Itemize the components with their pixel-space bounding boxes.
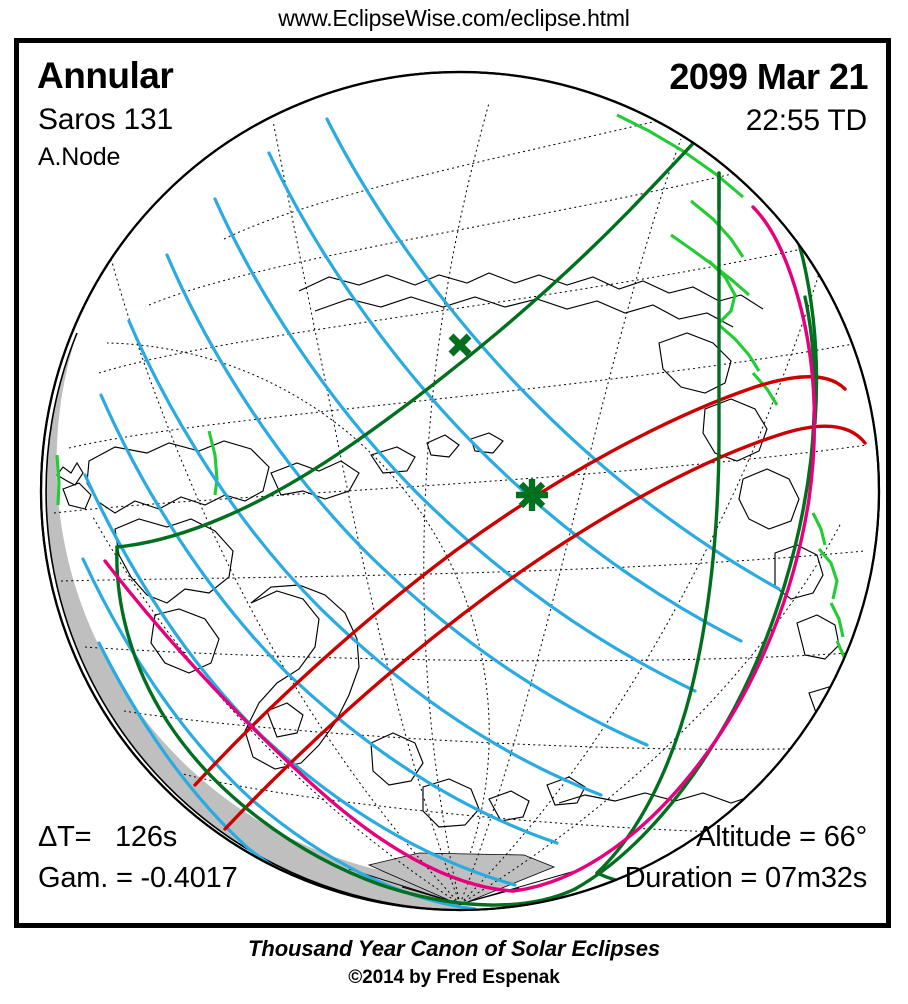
time-curve [213,197,697,693]
northern-penumbral-limit [115,99,733,549]
altitude-label: Altitude = 66° [696,821,867,853]
greatest-eclipse-marker [448,333,472,357]
night-band-outer-edge [45,332,461,910]
sunrise-sunset-group [103,205,817,893]
penumbral-limit-south [223,424,867,831]
coastline-highlight-group [55,113,849,740]
saros-label: Saros 131 [38,103,173,136]
eclipse-map-frame: Annular Saros 131 A.Node 2099 Mar 21 22:… [14,38,891,928]
time-curve [325,117,781,591]
publication-title: Thousand Year Canon of Solar Eclipses [248,936,660,961]
eclipse-type-label: Annular [37,55,174,96]
globe-outline [39,70,881,912]
duration-label: Duration = 07m32s [624,862,868,894]
sunrise-curve-east [511,205,817,893]
eclipse-time-label: 22:55 TD [745,104,867,137]
copyright-author: ©2014 by Fred Espenak [348,967,560,988]
time-curve [99,393,559,845]
eclipse-date-label: 2099 Mar 21 [669,56,868,97]
time-curve [267,151,743,643]
time-curve [127,319,603,797]
node-label: A.Node [38,143,121,171]
eclipse-markers-group [448,333,548,511]
subsolar-point-marker [516,479,548,511]
orthographic-globe [39,70,881,912]
sunset-curve-west [103,559,515,893]
gamma-label: Gam. = -0.4017 [38,862,238,894]
limit-loop-south [115,545,577,907]
globe-stage: Annular Saros 131 A.Node 2099 Mar 21 22:… [19,43,886,923]
delta-t-label: ΔT= 126s [38,821,178,853]
source-url: www.EclipseWise.com/eclipse.html [278,5,630,31]
extreme-limit-curve [595,171,721,875]
time-curve [165,253,649,747]
